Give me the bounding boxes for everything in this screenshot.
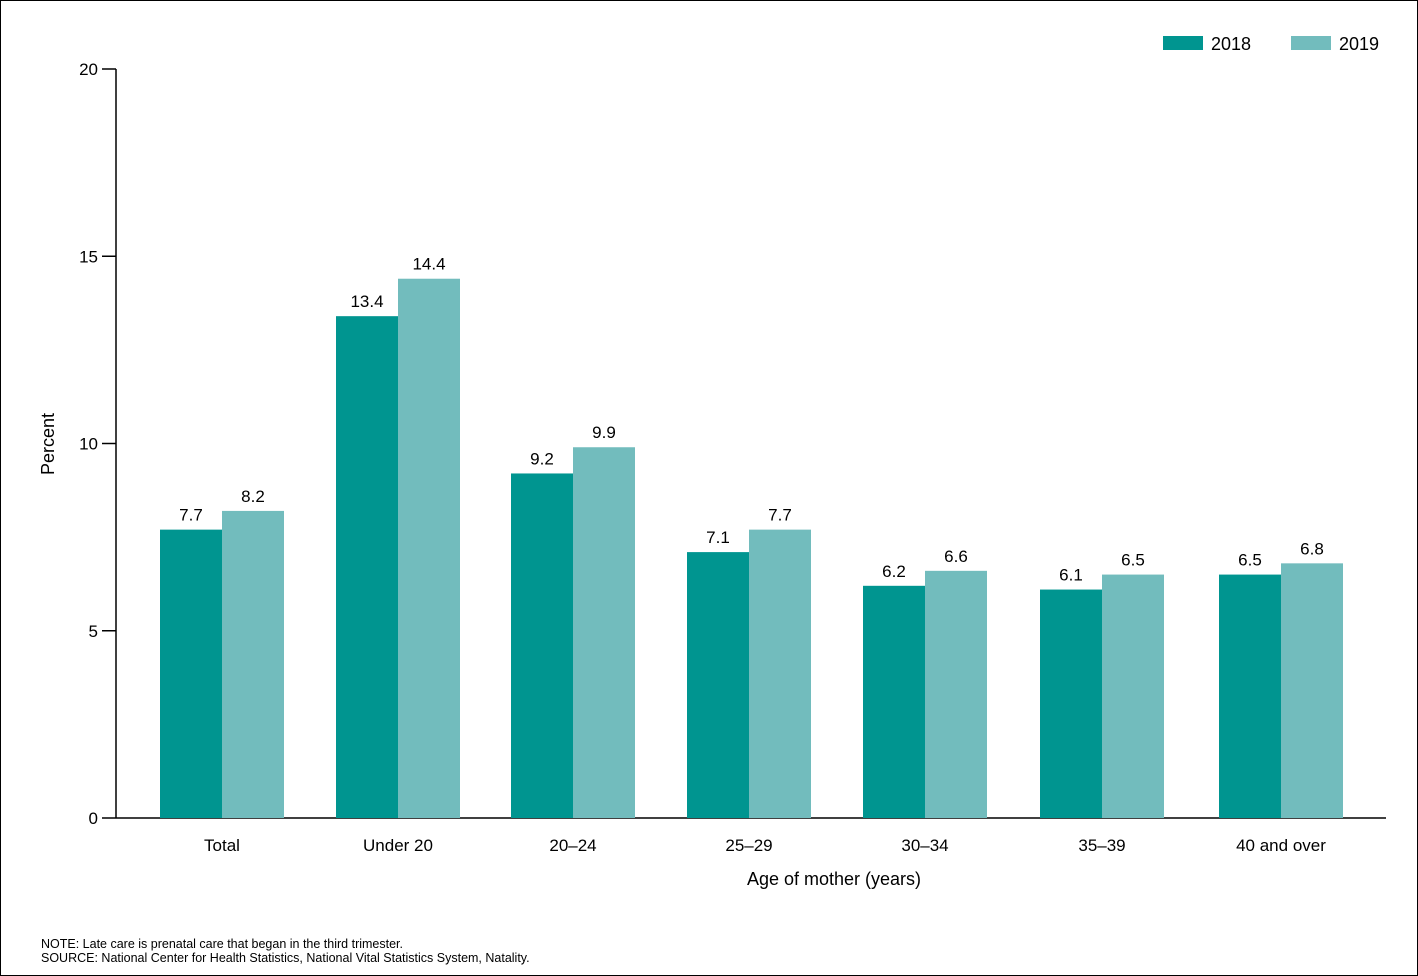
bar-2019-0 xyxy=(222,510,284,818)
x-tick-label: 35–39 xyxy=(1078,836,1125,855)
bars xyxy=(160,278,1343,819)
x-tick-label: Under 20 xyxy=(363,836,433,855)
data-label: 7.7 xyxy=(768,506,792,525)
data-label: 6.8 xyxy=(1300,539,1324,558)
bar-2019-2 xyxy=(573,447,635,818)
y-tick-label: 0 xyxy=(89,809,98,828)
data-label: 7.7 xyxy=(179,506,203,525)
legend-label: 2018 xyxy=(1211,34,1251,54)
legend-swatch-2019 xyxy=(1291,36,1331,50)
x-tick-label: 30–34 xyxy=(901,836,948,855)
legend: 2018 2019 xyxy=(1163,34,1379,54)
data-label: 9.2 xyxy=(530,449,554,468)
legend-swatch-2018 xyxy=(1163,36,1203,50)
bar-2019-4 xyxy=(925,570,987,818)
bar-2018-6 xyxy=(1219,574,1281,818)
data-label: 6.6 xyxy=(944,547,968,566)
y-axis-title: Percent xyxy=(38,413,58,475)
bar-2019-1 xyxy=(398,278,460,819)
bar-2018-0 xyxy=(160,529,222,818)
bar-2018-2 xyxy=(511,473,573,818)
data-label: 6.5 xyxy=(1238,551,1262,570)
bar-2018-3 xyxy=(687,552,749,818)
data-label: 6.1 xyxy=(1059,566,1083,585)
x-tick-label: Total xyxy=(204,836,240,855)
data-label: 14.4 xyxy=(412,255,445,274)
bar-2018-1 xyxy=(336,316,398,818)
note-text: NOTE: Late care is prenatal care that be… xyxy=(41,937,403,951)
data-label: 13.4 xyxy=(350,292,383,311)
data-label: 8.2 xyxy=(241,487,265,506)
legend-label: 2019 xyxy=(1339,34,1379,54)
source-text: SOURCE: National Center for Health Stati… xyxy=(41,951,530,965)
bar-2019-6 xyxy=(1281,563,1343,818)
bar-2019-5 xyxy=(1102,574,1164,818)
chart-notes: NOTE: Late care is prenatal care that be… xyxy=(41,937,530,965)
x-axis-title: Age of mother (years) xyxy=(747,869,921,889)
data-labels: 7.7 13.4 9.2 7.1 6.2 6.1 6.5 8.2 14.4 9.9 7.7 6.6 6.… xyxy=(179,255,1324,585)
y-tick-label: 10 xyxy=(79,435,98,454)
x-tick-label: 20–24 xyxy=(549,836,596,855)
data-label: 6.5 xyxy=(1121,551,1145,570)
data-label: 9.9 xyxy=(592,423,616,442)
bar-2018-5 xyxy=(1040,589,1102,818)
y-tick-label: 15 xyxy=(79,247,98,266)
x-tick-label: 25–29 xyxy=(725,836,772,855)
data-label: 7.1 xyxy=(706,528,730,547)
bar-2019-3 xyxy=(749,529,811,818)
bar-2018-4 xyxy=(863,585,925,818)
axes: 0 5 10 15 20 Total Under 20 20–24 25–29 30–34 35–3… xyxy=(79,60,1386,855)
x-tick-label: 40 and over xyxy=(1236,836,1326,855)
y-tick-label: 20 xyxy=(79,60,98,79)
data-label: 6.2 xyxy=(882,562,906,581)
y-tick-label: 5 xyxy=(89,622,98,641)
